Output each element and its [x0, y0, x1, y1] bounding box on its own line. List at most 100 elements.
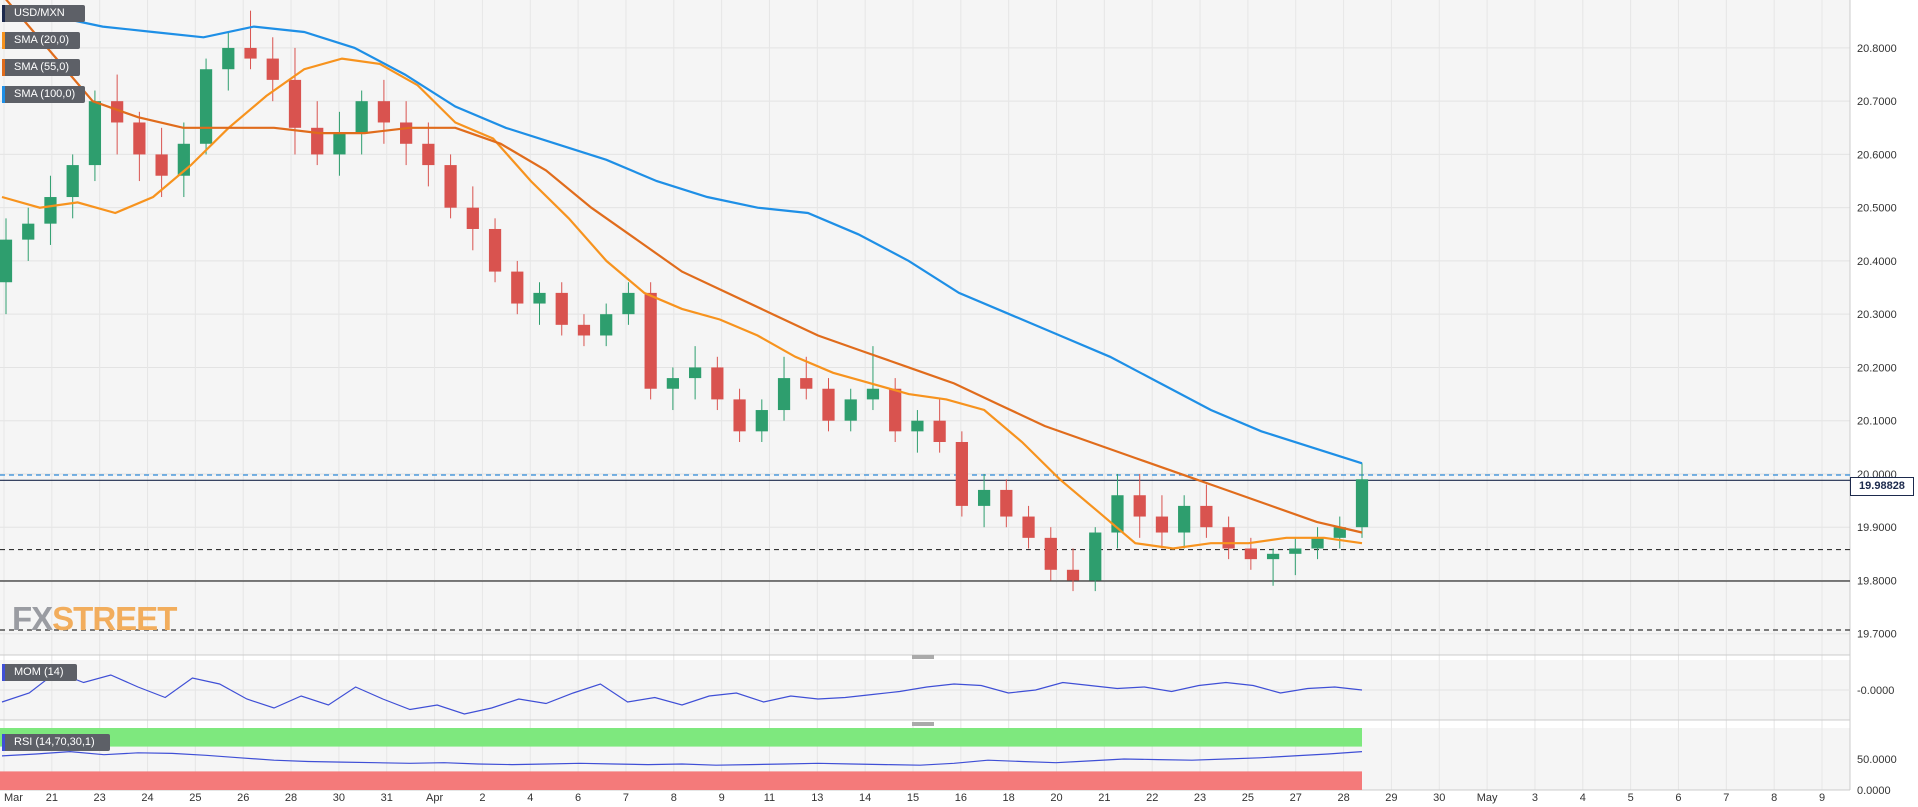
legend-sma55[interactable]: SMA (55,0) [2, 59, 80, 76]
x-tick-label: 30 [1433, 792, 1445, 804]
candle-body [44, 197, 57, 224]
x-tick-label: 3 [1532, 792, 1538, 804]
candle-body [1044, 537, 1057, 570]
candle-body [355, 101, 368, 134]
rsi-line [1, 750, 1363, 766]
candle-body [777, 378, 791, 411]
candle-body [1155, 516, 1169, 533]
candle-body [155, 154, 168, 176]
candle-body [600, 314, 613, 336]
y-tick-label: 20.5000 [1857, 203, 1897, 215]
x-tick-label: 27 [1290, 792, 1302, 804]
y-tick-label: 20.4000 [1857, 256, 1897, 268]
candle-body [1355, 479, 1369, 528]
x-tick-label: 31 [381, 792, 393, 804]
candle-body [0, 239, 13, 283]
x-tick-label: May [1477, 792, 1498, 804]
x-tick-label: 9 [1819, 792, 1825, 804]
candle-body [1133, 495, 1146, 517]
candle-body [111, 101, 124, 123]
candle-body [577, 324, 591, 336]
candle-body [844, 399, 857, 421]
x-tick-label: 30 [333, 792, 345, 804]
candle-body [1289, 548, 1302, 554]
candle-body [889, 388, 902, 432]
legend-sma100[interactable]: SMA (100,0) [2, 86, 85, 103]
candle-body [422, 143, 435, 166]
candle-body [288, 79, 302, 128]
candle-body [1311, 537, 1324, 549]
candle-body [244, 47, 257, 59]
candle-body [266, 58, 279, 80]
x-tick-label: 26 [237, 792, 249, 804]
rsi-oversold-band [0, 771, 1362, 790]
y-tick-label: 19.7000 [1857, 629, 1897, 641]
candle-body [666, 378, 679, 389]
candle-body [466, 207, 479, 229]
x-tick-label: 7 [1723, 792, 1729, 804]
x-tick-label: 8 [1771, 792, 1777, 804]
x-tick-label: 7 [623, 792, 629, 804]
x-tick-label: 4 [1580, 792, 1586, 804]
candle-body [1266, 553, 1280, 560]
x-tick-label: 2 [479, 792, 485, 804]
legend-sma20[interactable]: SMA (20,0) [2, 32, 80, 49]
x-tick-label: 4 [527, 792, 533, 804]
x-tick-label: 23 [1194, 792, 1206, 804]
candle-body [644, 292, 657, 389]
candle-body [1178, 505, 1191, 533]
x-tick-label: 25 [189, 792, 201, 804]
x-tick-label: 24 [141, 792, 153, 804]
x-tick-label: 21 [1098, 792, 1110, 804]
candle-body [977, 489, 991, 506]
sma-line-3 [1, 9, 1363, 465]
x-tick-label: 6 [575, 792, 581, 804]
x-tick-label: 21 [46, 792, 58, 804]
candle-body [689, 367, 702, 379]
pane-resize-handle [912, 655, 934, 659]
legend-rsi[interactable]: RSI (14,70,30,1) [2, 734, 110, 751]
fxstreet-watermark: FXSTREET [12, 600, 177, 637]
candle-body [1244, 548, 1257, 560]
candle-body [1200, 505, 1213, 528]
candle-body [555, 292, 568, 325]
x-tick-label: 29 [1385, 792, 1397, 804]
candle-body [1000, 489, 1013, 517]
y-tick-label: 20.6000 [1857, 149, 1897, 161]
candle-body [533, 292, 546, 304]
candle-body [511, 271, 524, 304]
y-tick-label: 20.3000 [1857, 309, 1897, 321]
pane-resize-handle [912, 722, 934, 726]
legend-symbol[interactable]: USD/MXN [2, 5, 85, 22]
x-tick-label: 16 [955, 792, 967, 804]
x-tick-label: 18 [1003, 792, 1015, 804]
candle-body [66, 165, 79, 198]
x-tick-label: 15 [907, 792, 919, 804]
x-tick-label: 9 [719, 792, 725, 804]
x-tick-label: 11 [764, 792, 775, 804]
candle-body [1022, 516, 1035, 538]
y-tick-label: 20.2000 [1857, 362, 1897, 374]
candle-body [822, 388, 835, 421]
candle-body [22, 223, 35, 240]
x-tick-label: 13 [811, 792, 823, 804]
x-tick-label: 28 [285, 792, 297, 804]
candle-body [333, 133, 346, 155]
candle-body [800, 378, 813, 389]
rsi-y-tick-label: 50.0000 [1857, 754, 1897, 766]
x-tick-label: 5 [1628, 792, 1634, 804]
y-tick-label: 20.1000 [1857, 416, 1897, 428]
candle-body [377, 101, 391, 123]
rsi-y-tick-label: 0.0000 [1857, 785, 1891, 797]
x-tick-label: 8 [671, 792, 677, 804]
candle-body [1111, 495, 1124, 533]
x-tick-label: 20 [1050, 792, 1062, 804]
candle-body [911, 420, 924, 432]
candle-body [1066, 569, 1080, 581]
candle-body [933, 420, 946, 442]
legend-mom[interactable]: MOM (14) [2, 664, 77, 681]
candle-body [1089, 532, 1102, 581]
y-tick-label: 20.7000 [1857, 96, 1897, 108]
y-tick-label: 19.8000 [1857, 575, 1897, 587]
